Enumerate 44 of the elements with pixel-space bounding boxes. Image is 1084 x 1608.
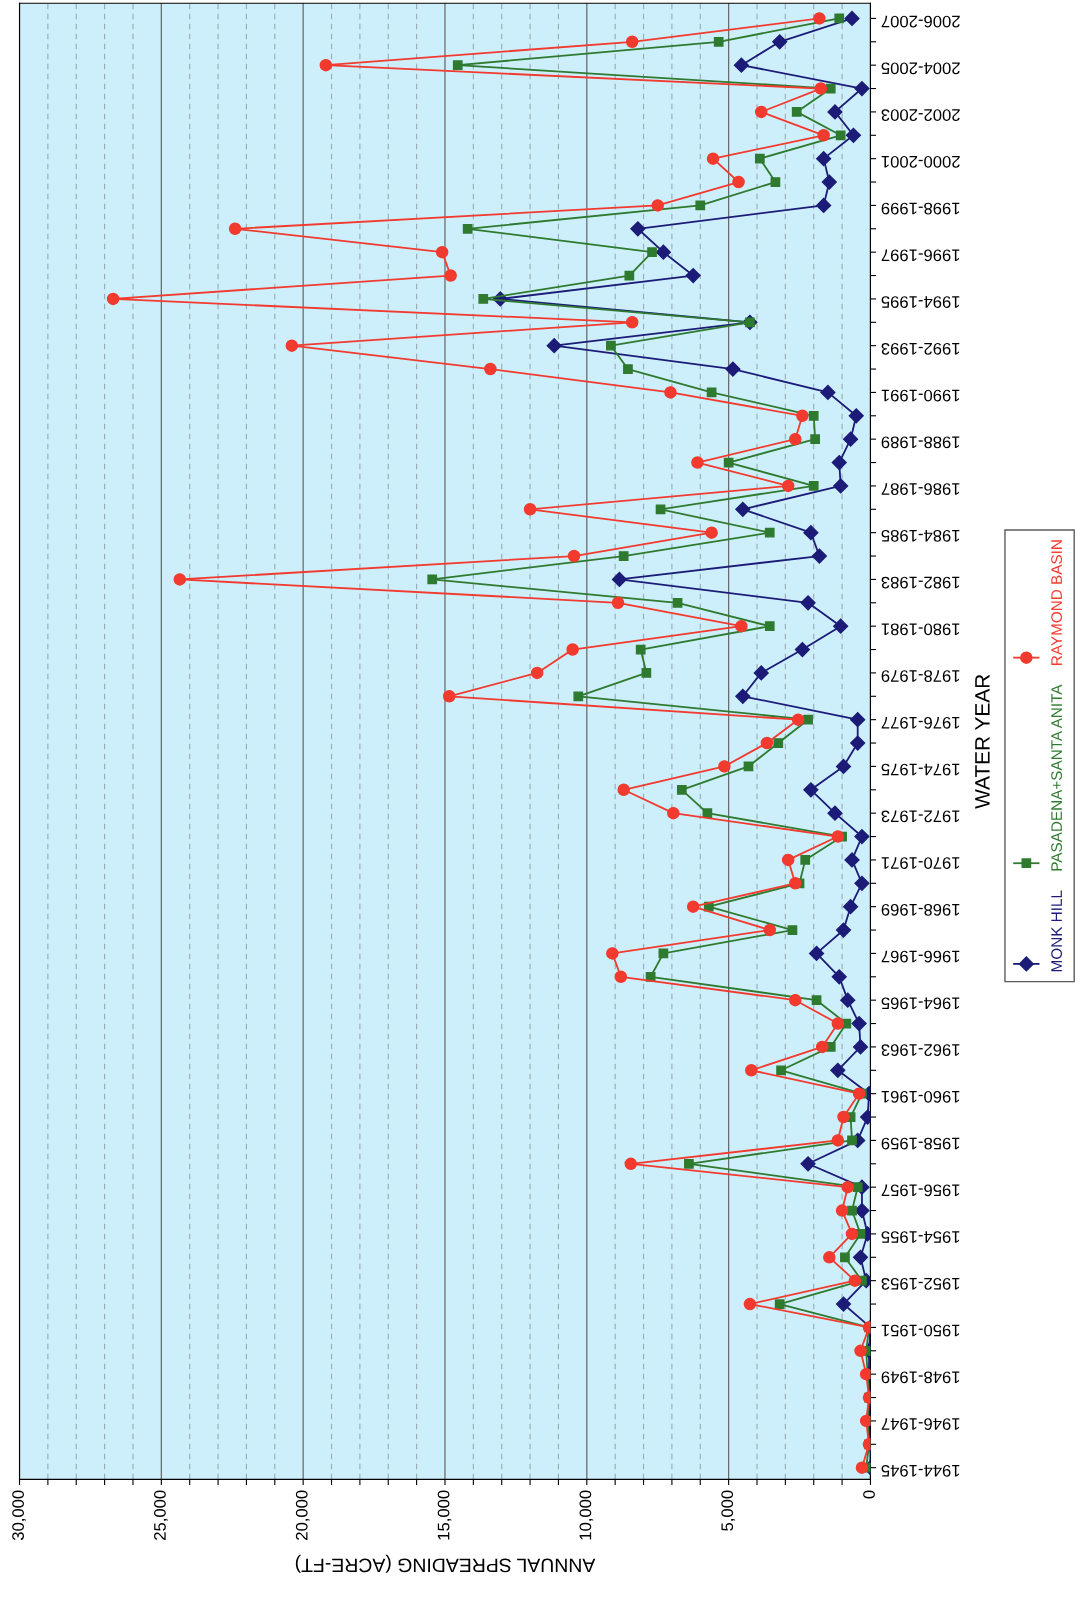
y-tick-label: 2002-2003 [881, 109, 960, 121]
y-tick-label: 2004-2005 [881, 62, 960, 75]
y-tick-label: 1968-1969 [881, 903, 960, 916]
y-tick-label: 2006-2007 [881, 15, 960, 28]
x-tick-label: 10,000 [579, 1490, 594, 1540]
y-tick-label: 1958-1959 [881, 1137, 960, 1150]
y-tick-label: 1956-1957 [881, 1184, 960, 1197]
y-tick-label: 1970-1971 [881, 857, 960, 869]
y-tick-label: 1996-1997 [881, 249, 960, 262]
y-tick-label: 1964-1965 [881, 997, 960, 1010]
y-tick-label: 1984-1985 [881, 529, 960, 542]
y-tick-label: 1998-1999 [881, 202, 960, 215]
y-tick-label: 1972-1973 [881, 810, 960, 823]
y-tick-label: 1974-1975 [881, 763, 960, 776]
x-tick-label: 15,000 [437, 1490, 452, 1540]
x-tick-label: 5,000 [721, 1490, 736, 1531]
y-tick-label: 1982-1983 [881, 576, 960, 589]
text: RAYMOND BASIN [1051, 540, 1063, 665]
y-tick-label: 1980-1981 [881, 623, 960, 636]
x-tick-label: 0 [863, 1490, 875, 1499]
y-axis-title: WATER YEAR [975, 674, 990, 809]
y-tick-label: 2000-2001 [881, 155, 960, 168]
x-axis-title: ANNUAL SPREADING (ACRE-FT) [295, 1554, 596, 1573]
x-tick-label: 20,000 [295, 1490, 310, 1540]
y-tick-label: 1990-1991 [881, 389, 960, 402]
y-tick-label: 1960-1961 [881, 1090, 960, 1103]
x-tick-label: 30,000 [12, 1490, 26, 1541]
y-tick-label: 1950-1951 [881, 1324, 960, 1337]
y-tick-label: 1948-1949 [881, 1371, 960, 1384]
y-tick-label: 1992-1993 [881, 342, 960, 355]
y-tick-label: 1944-1945 [881, 1464, 960, 1477]
y-tick-label: 1966-1967 [881, 950, 960, 963]
y-tick-label: 1988-1989 [881, 436, 960, 449]
y-tick-label: 1946-1947 [881, 1418, 960, 1430]
y-tick-label: 1994-1995 [881, 296, 960, 308]
y-tick-label: 1978-1979 [881, 670, 960, 682]
y-tick-label: 1986-1987 [881, 483, 960, 495]
y-tick-label: 1954-1955 [881, 1231, 960, 1243]
y-tick-label: 1962-1963 [881, 1044, 960, 1056]
text: PASADENA+SANTA ANITA [1051, 684, 1063, 871]
y-tick-label: 1976-1977 [881, 716, 960, 729]
x-tick-label: 25,000 [154, 1490, 168, 1540]
y-tick-label: 1952-1953 [881, 1277, 960, 1290]
text: MONK HILL [1051, 890, 1063, 972]
